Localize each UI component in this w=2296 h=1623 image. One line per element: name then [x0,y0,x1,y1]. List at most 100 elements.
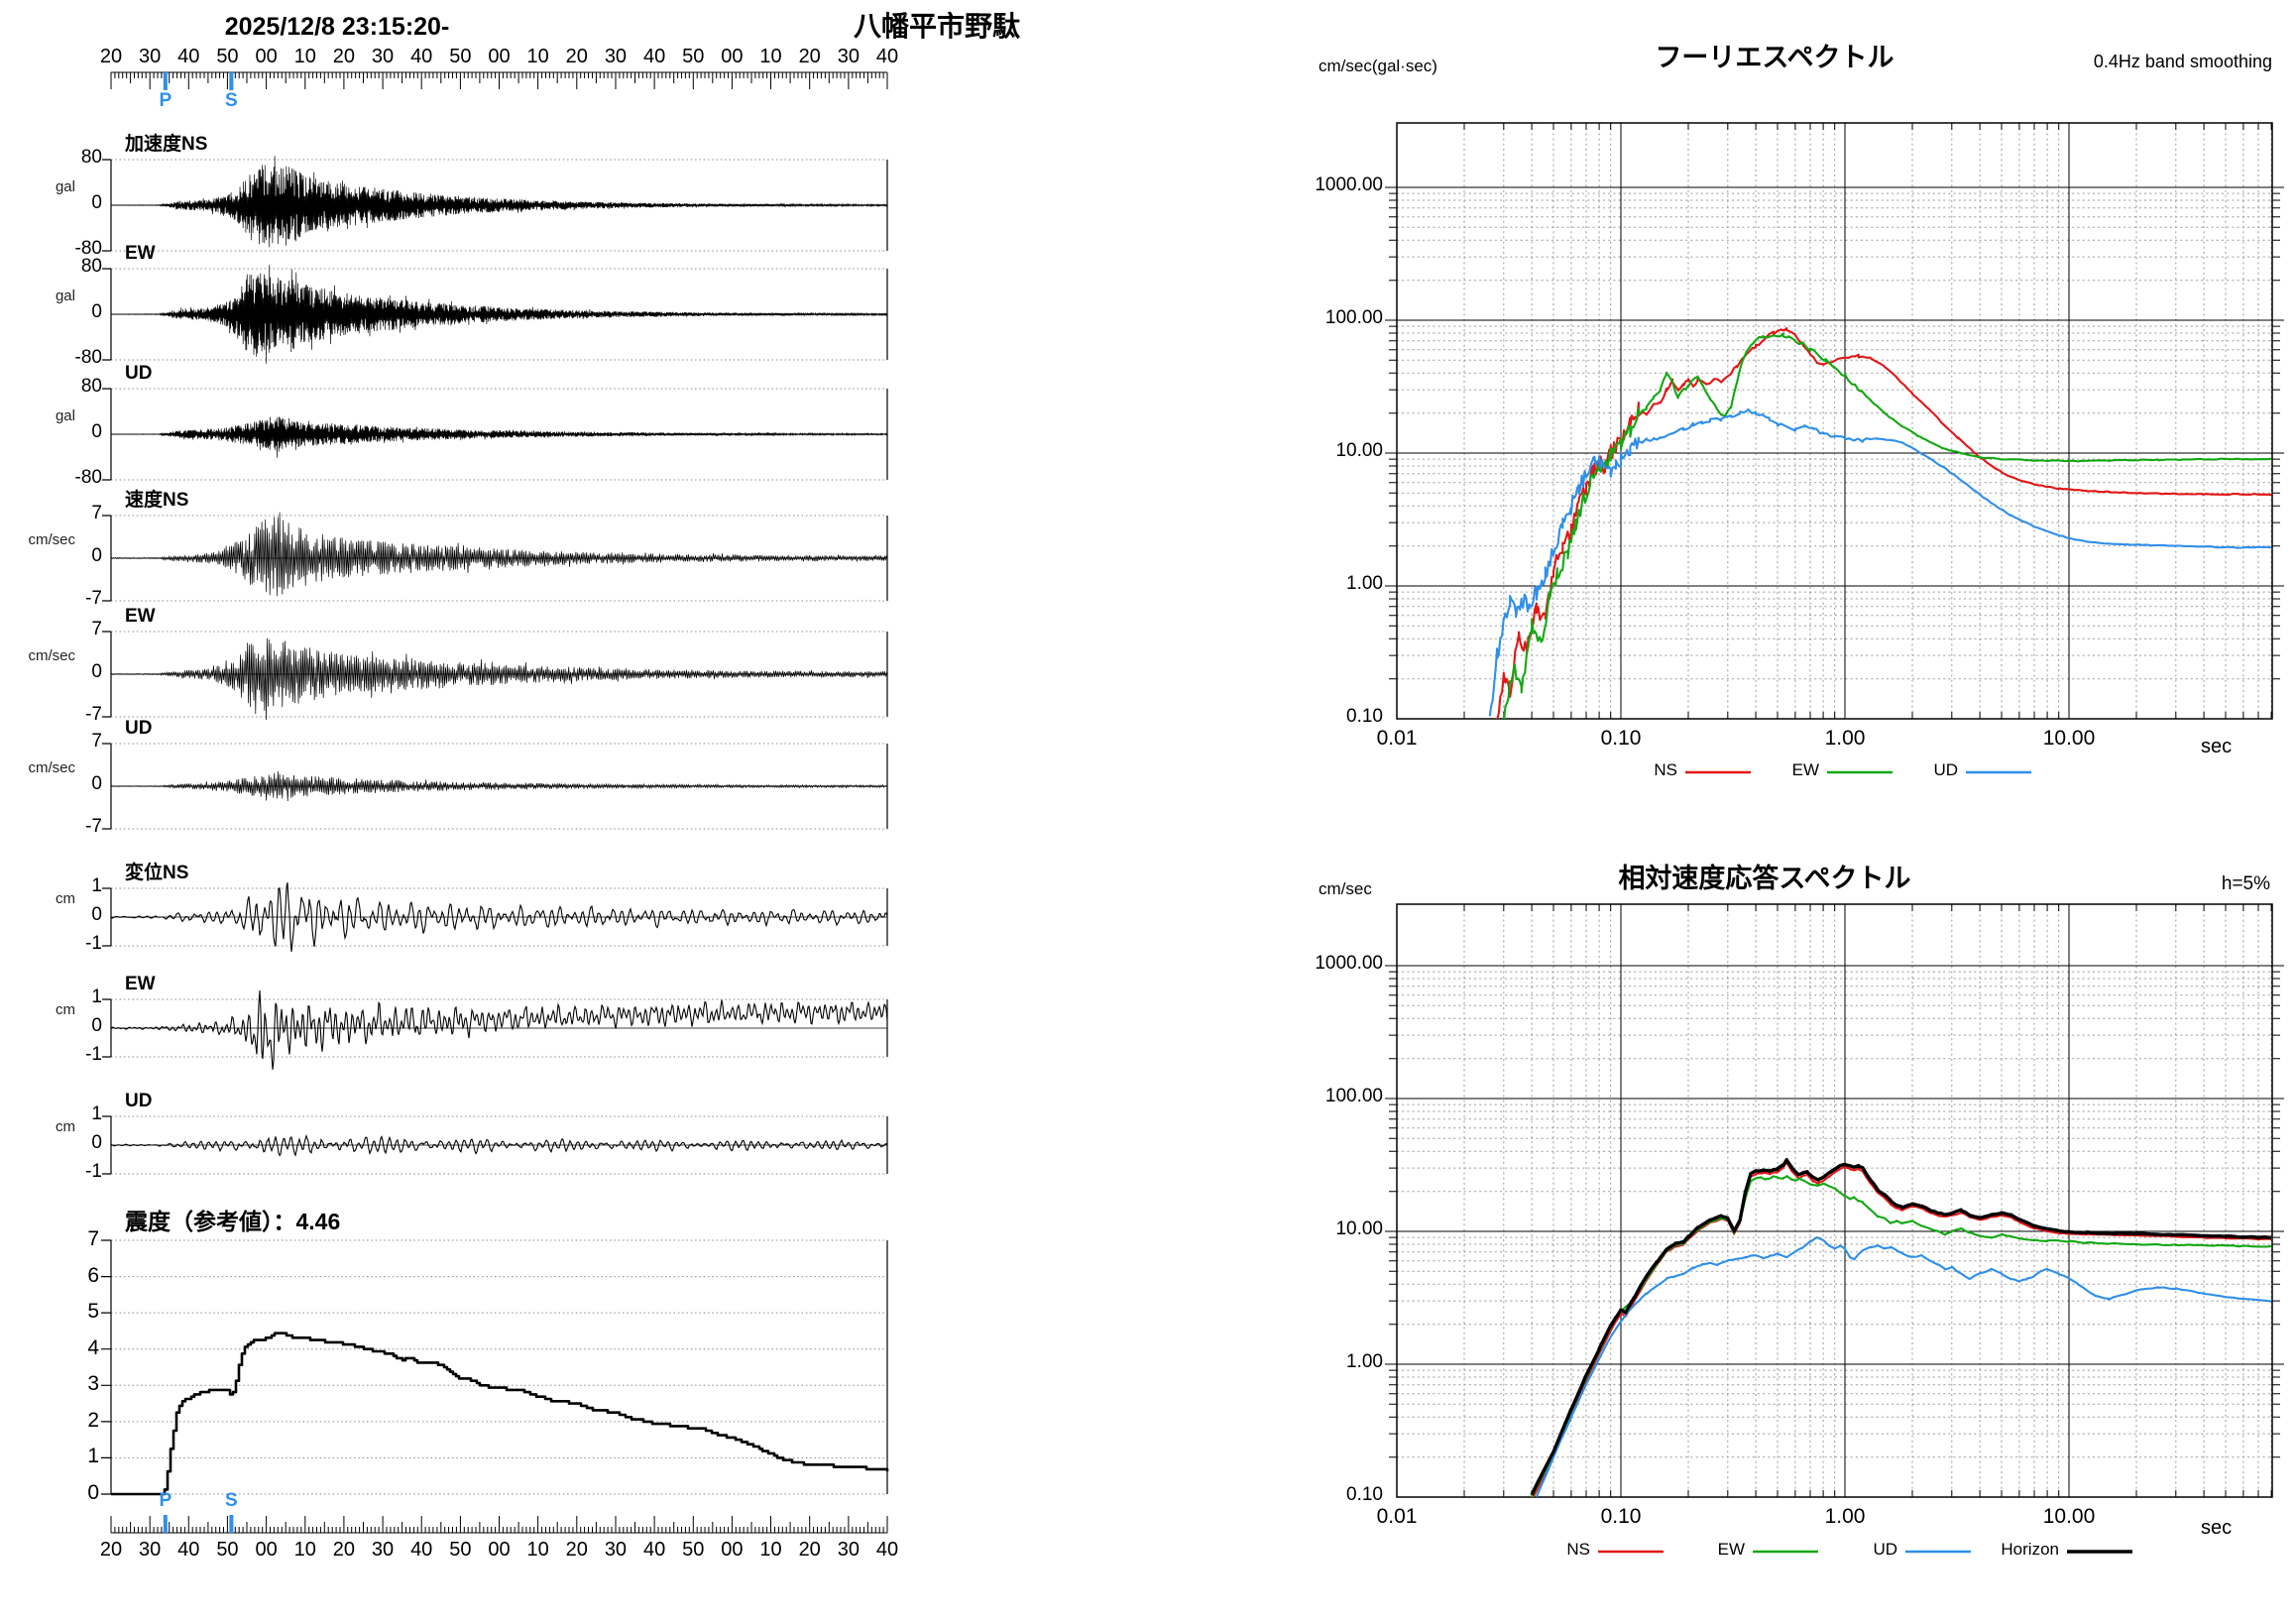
trace-scale-top-5: 7 [91,731,102,752]
trace-label-5: UD [125,718,153,739]
response-plot-title: 相対速度応答スペクトル [1618,864,1911,893]
time-label-top-17: 10 [759,46,782,67]
time-label-top-1: 30 [139,46,162,67]
trace-scale-top-7: 1 [91,986,102,1007]
response-legend-label-EW: EW [1717,1540,1745,1559]
trace-unit-7: cm [56,1001,75,1018]
response-curve-Horizon [1530,1158,2272,1496]
trace-label-3: 速度NS [125,490,189,511]
time-label-bottom-8: 40 [410,1539,433,1561]
record-start-datetime: 2025/12/8 23:15:20- [224,13,450,41]
trace-scale-bottom-1: -80 [74,347,102,368]
intensity-title: 震度（参考値）：4.46 [125,1209,341,1234]
response-y-unit-label: cm/sec [1319,879,1372,898]
response-ylabel-1: 100.00 [1324,1086,1383,1106]
fourier-edge-ticks [1385,123,2284,719]
trace-scale-bottom-8: -1 [85,1161,102,1182]
trace-gridlines-2 [111,388,887,481]
fourier-major-grid [1397,123,2272,719]
waveform-速度UD [110,770,888,802]
response-legend-label-UD: UD [1873,1540,1897,1559]
s-label-bottom: S [225,1490,238,1511]
trace-gridlines-4 [111,631,887,718]
trace-scale-top-2: 80 [80,376,102,397]
intensity-ytick-7: 0 [87,1481,99,1504]
fourier-xlabel-2: 1.00 [1824,727,1866,750]
trace-scale-zero-8: 0 [91,1132,102,1153]
response-curve-EW [1531,1175,2272,1497]
intensity-ytick-2: 5 [87,1300,99,1324]
trace-label-0: 加速度NS [125,134,208,155]
time-label-bottom-0: 20 [99,1539,123,1561]
time-label-bottom-1: 30 [139,1539,162,1561]
fourier-curve-EW [1503,332,2272,719]
fourier-legend-label-UD: UD [1933,760,1958,779]
response-x-unit-label: sec [2201,1517,2233,1539]
time-label-top-19: 30 [837,46,860,67]
trace-scale-bottom-0: -80 [74,238,102,259]
waveform-速度NS [110,512,888,597]
p-marker-top [163,72,168,90]
fourier-xlabel-1: 0.10 [1600,727,1642,750]
time-label-bottom-19: 30 [837,1539,860,1561]
time-label-top-14: 40 [642,46,666,67]
time-label-bottom-10: 00 [488,1539,511,1561]
waveform-加速度UD [110,416,887,458]
trace-gridlines-5 [111,743,887,830]
time-label-top-13: 30 [604,46,628,67]
response-xlabel-0: 0.01 [1376,1505,1418,1528]
time-label-top-9: 50 [449,46,472,67]
trace-unit-0: gal [55,178,75,195]
fourier-legend-label-EW: EW [1791,760,1819,779]
trace-scale-bottom-6: -1 [85,933,102,954]
trace-gridlines-0 [111,159,887,252]
response-xlabel-3: 10.00 [2042,1505,2096,1528]
intensity-ytick-3: 4 [87,1335,99,1359]
response-major-grid [1397,904,2272,1497]
trace-unit-2: gal [55,407,75,424]
fourier-xlabel-0: 0.01 [1376,727,1418,750]
trace-scale-zero-1: 0 [91,301,102,322]
intensity-curve [111,1332,889,1496]
intensity-ytick-0: 7 [87,1227,99,1250]
fourier-curves [1488,326,2272,719]
trace-scale-bottom-3: -7 [85,588,102,609]
time-label-top-5: 10 [293,46,316,67]
fourier-y-unit-label: cm/sec(gal·sec) [1319,57,1437,75]
response-ylabel-2: 10.00 [1335,1218,1383,1239]
time-label-bottom-11: 10 [526,1539,549,1561]
fourier-ylabel-0: 1000.00 [1315,174,1383,195]
intensity-ytick-4: 3 [87,1372,99,1396]
trace-label-8: UD [125,1091,153,1111]
trace-scale-zero-5: 0 [91,773,102,794]
p-marker-bottom [163,1515,168,1533]
response-xlabel-1: 0.10 [1600,1505,1642,1528]
time-label-bottom-13: 30 [604,1539,628,1561]
trace-scale-zero-0: 0 [91,192,102,213]
response-curves [1530,1158,2272,1497]
trace-gridlines-8 [111,1115,887,1175]
time-label-bottom-3: 50 [216,1539,239,1561]
trace-gridlines-7 [111,998,887,1058]
intensity-ytick-6: 1 [87,1445,99,1468]
time-label-top-10: 00 [488,46,511,67]
intensity-ytick-5: 2 [87,1408,99,1432]
s-marker-bottom [229,1515,234,1533]
response-minor-grid [1397,904,2272,1497]
response-ylabel-4: 0.10 [1346,1484,1383,1505]
time-label-bottom-16: 00 [721,1539,744,1561]
response-frame [1396,903,2273,1498]
response-legend-label-Horizon: Horizon [2001,1540,2059,1559]
time-label-top-7: 30 [371,46,395,67]
waveform-変位NS [110,881,888,952]
response-curve-UD [1535,1235,2272,1497]
response-xlabel-2: 1.00 [1824,1505,1866,1528]
trace-scale-zero-4: 0 [91,661,102,682]
waveform-加速度EW [110,265,887,364]
trace-scale-top-6: 1 [91,875,102,896]
intensity-grid [111,1239,887,1495]
trace-gridlines-3 [111,515,887,602]
time-label-top-18: 20 [798,46,821,67]
